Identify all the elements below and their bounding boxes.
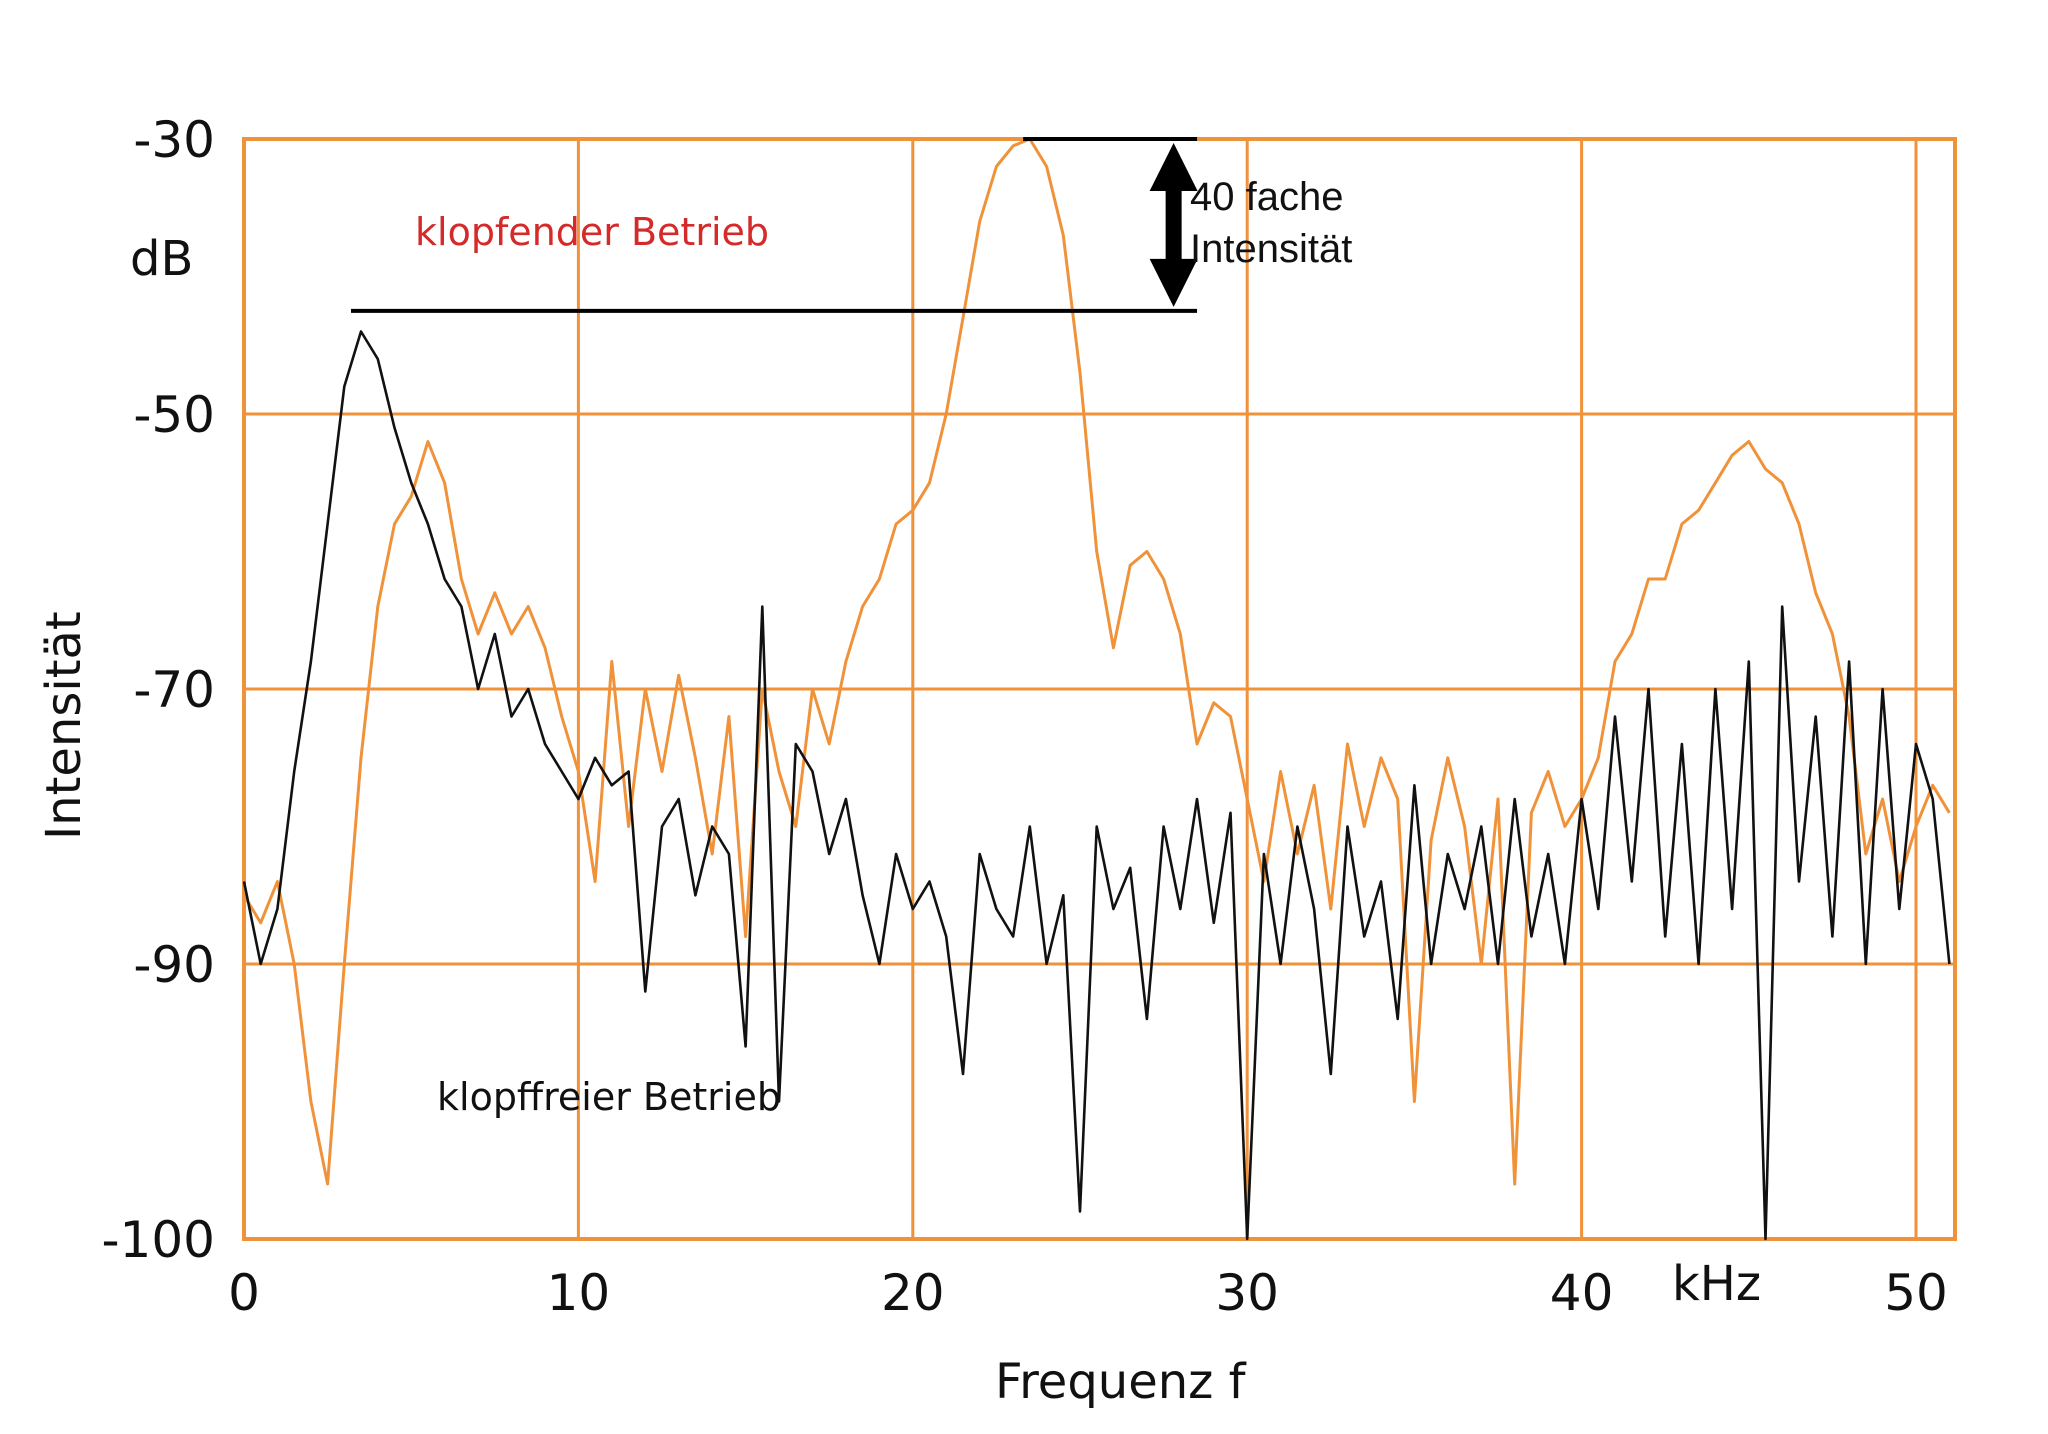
y-tick-labels: -30 -50 -70 -90 -100: [102, 111, 215, 1269]
series-line-klopffreier: [242, 330, 1951, 1241]
annotations: [351, 137, 1198, 313]
x-unit-label: kHz: [1672, 1256, 1761, 1312]
x-tick-label: 40: [1550, 1264, 1614, 1322]
y-tick-label: -50: [133, 386, 215, 444]
x-tick-label: 0: [228, 1264, 260, 1322]
x-tick-label: 20: [881, 1264, 945, 1322]
x-tick-labels: 0 10 20 30 40 50: [228, 1264, 1948, 1322]
y-unit-label: dB: [130, 231, 193, 287]
y-axis-label: Intensität: [36, 611, 92, 840]
y-tick-label: -90: [133, 936, 215, 994]
x-tick-label: 10: [547, 1264, 611, 1322]
ratio-arrow-head-down: [1149, 258, 1198, 307]
normal-label: klopffreier Betrieb: [437, 1075, 781, 1119]
ratio-arrow-head-up: [1149, 143, 1198, 191]
grid: [242, 137, 1957, 1241]
knock-label: klopfender Betrieb: [415, 210, 769, 254]
ratio-label-line1: 40 fache: [1190, 175, 1343, 219]
y-tick-label: -70: [133, 661, 215, 719]
ratio-label-line2: Intensität: [1190, 227, 1352, 271]
x-axis-label: Frequenz f: [995, 1354, 1247, 1410]
y-tick-label: -100: [102, 1211, 215, 1269]
series-lines: [242, 137, 1951, 1241]
x-tick-label: 30: [1215, 1264, 1279, 1322]
x-tick-label: 50: [1884, 1264, 1948, 1322]
series-line-klopfender: [242, 137, 1951, 1186]
y-tick-label: -30: [133, 111, 215, 169]
